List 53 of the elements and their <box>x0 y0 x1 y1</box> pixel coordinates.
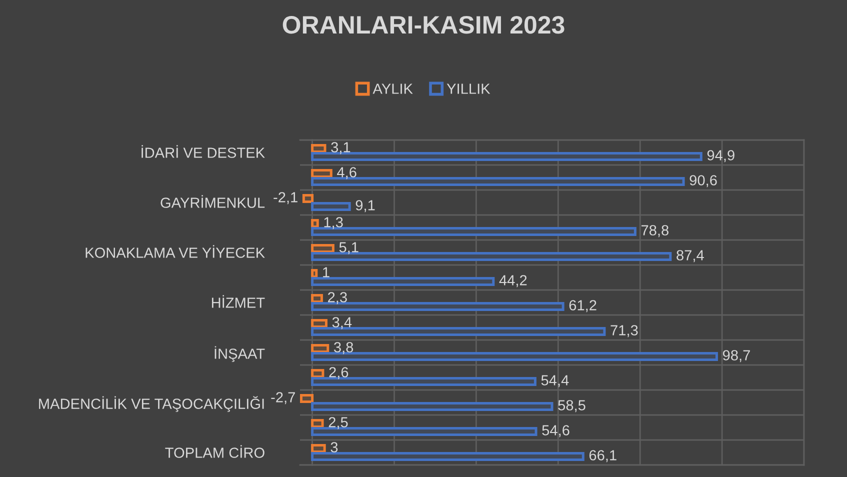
chart-title: ORANLARI-KASIM 2023 <box>282 16 564 34</box>
data-label: 1,3 <box>324 217 343 230</box>
data-label: 9,1 <box>356 200 375 212</box>
data-label: -2,1 <box>274 192 298 204</box>
y-tick-label: GAYRİMENKUL <box>160 195 265 208</box>
data-label: 54,4 <box>541 375 569 388</box>
data-label: 5,1 <box>339 242 358 254</box>
bar <box>311 444 326 454</box>
bar <box>311 294 323 304</box>
legend-label: AYLIK <box>372 84 413 94</box>
data-label: 2,6 <box>329 367 348 380</box>
y-tick-label: İDARİ VE DESTEK <box>142 145 265 158</box>
data-label: 1 <box>323 267 330 278</box>
y-tick-label: TOPLAM CİRO <box>165 445 264 458</box>
bar <box>311 344 330 354</box>
data-label: 3,1 <box>331 142 350 154</box>
y-tick-label: HİZMET <box>212 295 265 308</box>
data-label: 3,4 <box>332 317 352 330</box>
data-label: 58,5 <box>558 400 586 412</box>
data-label: -2,7 <box>271 392 295 404</box>
data-label: 90,6 <box>690 175 717 188</box>
bar <box>311 452 584 462</box>
bar <box>311 202 351 212</box>
bar <box>311 276 495 286</box>
y-tick-label: İNŞAAT <box>214 346 265 362</box>
data-label: 4,6 <box>337 167 356 180</box>
data-label: 71,3 <box>610 325 638 338</box>
data-label: 66,1 <box>589 450 616 462</box>
data-label: 61,2 <box>569 300 596 312</box>
data-label: 94,9 <box>707 150 734 162</box>
bar <box>311 418 324 428</box>
data-label: 98,7 <box>722 350 750 362</box>
bar <box>311 268 318 278</box>
bar <box>311 402 554 412</box>
bar <box>311 318 328 328</box>
bar <box>302 194 314 204</box>
data-label: 3,8 <box>334 342 354 354</box>
bar <box>311 168 332 178</box>
data-label: 2,5 <box>328 417 348 430</box>
y-tick-label: KONAKLAMA VE YİYECEK <box>86 245 265 258</box>
bar <box>311 218 319 228</box>
data-label: 44,2 <box>499 275 527 288</box>
bar <box>300 394 314 404</box>
data-label: 87,4 <box>676 250 704 262</box>
bar <box>311 244 334 254</box>
legend-label: YILLIK <box>446 84 490 94</box>
data-label: 3 <box>330 442 338 452</box>
data-label: 78,8 <box>641 225 668 238</box>
bar <box>311 144 326 154</box>
data-label: 54,6 <box>542 425 570 438</box>
y-tick-label: MADENCİLİK VE TAŞOCAKÇILIĞI <box>39 396 264 412</box>
bar <box>311 368 324 378</box>
data-label: 2,3 <box>328 292 347 304</box>
